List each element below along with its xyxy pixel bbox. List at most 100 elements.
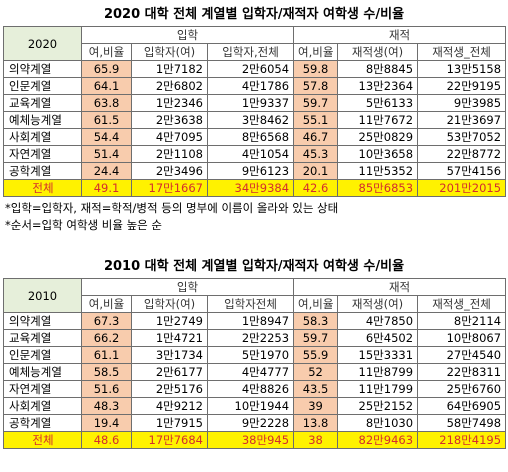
table-2020-block: 2020 대학 전체 계열별 입학자/재적자 여학생 수/비율 2020 입학 … xyxy=(3,4,507,234)
female-ratio-enroll: 52 xyxy=(293,363,339,381)
female-ratio-enroll: 55.9 xyxy=(293,346,339,364)
female-ratio-enroll: 59.7 xyxy=(293,94,339,112)
admit-female: 2만6177 xyxy=(131,363,208,381)
female-ratio-enroll: 59.7 xyxy=(293,329,339,347)
col-header-enroll-total: 재적생_전체 xyxy=(417,295,507,313)
total-row: 전체 49.1 17만1667 34만9384 42.6 85만6853 201… xyxy=(3,179,507,197)
footnote-order: *순서=입학 여학생 비율 높은 순 xyxy=(5,218,162,232)
admit-female: 1만7915 xyxy=(131,414,208,432)
enroll-female: 11만8799 xyxy=(337,363,419,381)
admit-total: 3만8462 xyxy=(206,111,295,129)
admit-female: 2만3496 xyxy=(131,162,208,180)
female-ratio-enroll: 43.5 xyxy=(293,380,339,398)
category-label: 예체능계열 xyxy=(3,111,82,129)
year-cell: 2020 xyxy=(3,26,82,61)
admit-female: 2만1108 xyxy=(131,145,208,163)
female-ratio-enroll: 39 xyxy=(293,397,339,415)
category-label: 사회계열 xyxy=(3,397,82,415)
col-header-female-ratio-enroll: 여,비율 xyxy=(293,295,339,313)
enroll-total: 22만9195 xyxy=(417,77,507,95)
table-row: 예체능계열 61.5 2만3638 3만8462 55.1 11만7672 21만3697 xyxy=(3,111,507,129)
admit-total: 10만1944 xyxy=(206,397,295,415)
table-row: 예체능계열 58.5 2만6177 4만4777 52 11만8799 22만8311 xyxy=(3,363,507,381)
admit-total: 9만2228 xyxy=(206,414,295,432)
col-header-female-ratio-enroll: 여,비율 xyxy=(293,43,339,61)
female-ratio-admit: 51.6 xyxy=(81,380,132,398)
col-header-enroll-female: 재적생(여) xyxy=(337,295,419,313)
header-row-groups: 2020 입학 재적 xyxy=(3,26,507,61)
enroll-total: 64만6905 xyxy=(417,397,507,415)
female-ratio-admit: 24.4 xyxy=(81,162,132,180)
enroll-female: 4만7850 xyxy=(337,312,419,330)
female-ratio-admit: 54.4 xyxy=(81,128,132,146)
group-header-admit: 입학 xyxy=(80,26,295,44)
total-enroll-total: 218만4195 xyxy=(417,431,507,449)
enroll-female: 25만2152 xyxy=(337,397,419,415)
table-2010: 2010 입학 재적 여,비율 입학자(여) 입학자전체 여,비율 재적생(여)… xyxy=(3,278,507,449)
female-ratio-enroll: 45.3 xyxy=(293,145,339,163)
footnote-definition: *입학=입학자, 재적=학적/병적 등의 명부에 이름이 올라와 있는 상태 xyxy=(5,201,339,215)
category-label: 자연계열 xyxy=(3,145,82,163)
female-ratio-enroll: 46.7 xyxy=(293,128,339,146)
female-ratio-enroll: 55.1 xyxy=(293,111,339,129)
enroll-female: 13만2364 xyxy=(337,77,419,95)
table-row: 자연계열 51.4 2만1108 4만1054 45.3 10만3658 22만8772 xyxy=(3,145,507,163)
enroll-total: 22만8311 xyxy=(417,363,507,381)
table-row: 교육계열 66.2 1만4721 2만2253 59.7 6만4502 10만8067 xyxy=(3,329,507,347)
enroll-total: 22만8772 xyxy=(417,145,507,163)
admit-female: 1만2749 xyxy=(131,312,208,330)
enroll-female: 11만1799 xyxy=(337,380,419,398)
female-ratio-admit: 63.8 xyxy=(81,94,132,112)
col-header-admit-female: 입학자(여) xyxy=(131,43,208,61)
admit-total: 2만6054 xyxy=(206,60,295,78)
col-header-admit-total: 입학자,전체 xyxy=(206,43,295,61)
admit-female: 3만1734 xyxy=(131,346,208,364)
total-row: 전체 48.6 17만7684 38만945 38 82만9463 218만41… xyxy=(3,431,507,449)
total-female-ratio-enroll: 38 xyxy=(293,431,339,449)
female-ratio-enroll: 57.8 xyxy=(293,77,339,95)
category-label: 사회계열 xyxy=(3,128,82,146)
total-admit-female: 17만7684 xyxy=(131,431,208,449)
year-cell: 2010 xyxy=(3,278,82,313)
col-header-female-ratio-admit: 여,비율 xyxy=(81,295,132,313)
admit-total: 4만1786 xyxy=(206,77,295,95)
group-header-enroll: 재적 xyxy=(293,278,507,296)
category-label: 예체능계열 xyxy=(3,363,82,381)
total-admit-total: 34만9384 xyxy=(206,179,295,197)
female-ratio-admit: 51.4 xyxy=(81,145,132,163)
enroll-total: 27만4540 xyxy=(417,346,507,364)
admit-total: 4만8826 xyxy=(206,380,295,398)
category-label: 자연계열 xyxy=(3,380,82,398)
table-row: 인문계열 61.1 3만1734 5만1970 55.9 15만3331 27만4540 xyxy=(3,346,507,364)
enroll-total: 9만3985 xyxy=(417,94,507,112)
table-2010-block: 2010 대학 전체 계열별 입학자/재적자 여학생 수/비율 2010 입학 … xyxy=(3,256,507,449)
category-label: 의약계열 xyxy=(3,60,82,78)
table-2020: 2020 입학 재적 여,비율 입학자(여) 입학자,전체 여,비율 재적생(여… xyxy=(3,26,507,197)
footnotes: *입학=입학자, 재적=학적/병적 등의 명부에 이름이 올라와 있는 상태 *… xyxy=(3,197,505,234)
female-ratio-enroll: 58.3 xyxy=(293,312,339,330)
female-ratio-admit: 65.9 xyxy=(81,60,132,78)
table-row: 공학계열 24.4 2만3496 9만6123 20.1 11만5352 57만4156 xyxy=(3,162,507,180)
table-row: 공학계열 19.4 1만7915 9만2228 13.8 8만1030 58만7498 xyxy=(3,414,507,432)
admit-female: 2만6802 xyxy=(131,77,208,95)
total-female-ratio-admit: 49.1 xyxy=(81,179,132,197)
enroll-female: 8만1030 xyxy=(337,414,419,432)
female-ratio-enroll: 59.8 xyxy=(293,60,339,78)
admit-female: 4만7095 xyxy=(131,128,208,146)
female-ratio-enroll: 20.1 xyxy=(293,162,339,180)
category-label: 교육계열 xyxy=(3,94,82,112)
category-label: 공학계열 xyxy=(3,414,82,432)
admit-female: 1만2346 xyxy=(131,94,208,112)
category-label: 의약계열 xyxy=(3,312,82,330)
col-header-admit-total: 입학자전체 xyxy=(206,295,295,313)
female-ratio-admit: 48.3 xyxy=(81,397,132,415)
enroll-total: 53만7052 xyxy=(417,128,507,146)
enroll-total: 58만7498 xyxy=(417,414,507,432)
total-enroll-female: 85만6853 xyxy=(337,179,419,197)
enroll-female: 10만3658 xyxy=(337,145,419,163)
table-row: 인문계열 64.1 2만6802 4만1786 57.8 13만2364 22만9195 xyxy=(3,77,507,95)
admit-female: 1만4721 xyxy=(131,329,208,347)
table-row: 자연계열 51.6 2만5176 4만8826 43.5 11만1799 25만6760 xyxy=(3,380,507,398)
admit-total: 1만9337 xyxy=(206,94,295,112)
col-header-admit-female: 입학자(여) xyxy=(131,295,208,313)
